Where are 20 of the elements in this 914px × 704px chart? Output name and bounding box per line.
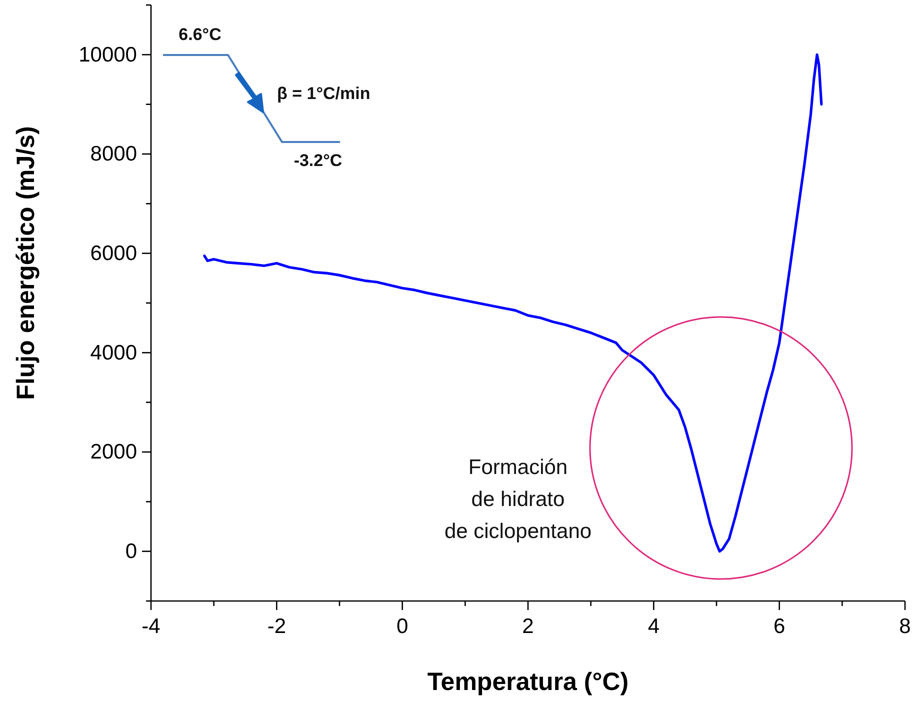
x-tick-label: 0	[396, 615, 408, 638]
x-tick-label: 8	[899, 615, 911, 638]
x-tick-label: 6	[773, 615, 786, 638]
annotation: Formación de hidrato de ciclopentano	[444, 456, 592, 543]
y-tick-label: 6000	[90, 242, 137, 266]
y-axis-title: Flujo energético (mJ/s)	[12, 126, 40, 400]
x-tick-label: 2	[522, 615, 534, 638]
annotation: β = 1°C/min	[277, 84, 370, 103]
annotation: -3.2°C	[294, 151, 342, 170]
y-tick-label: 8000	[90, 142, 137, 166]
line-series	[203, 53, 823, 553]
y-tick-label: 2000	[90, 440, 137, 464]
x-tick-label: -4	[142, 615, 161, 638]
x-tick-label: -2	[267, 615, 286, 638]
y-tick-label: 10000	[78, 43, 137, 66]
y-tick-label: 4000	[90, 341, 137, 364]
x-axis-title: Temperatura (°C)	[427, 668, 629, 696]
annotation: 6.6°C	[178, 25, 222, 44]
x-tick-label: 4	[648, 615, 660, 638]
y-tick-label: 0	[125, 540, 137, 564]
